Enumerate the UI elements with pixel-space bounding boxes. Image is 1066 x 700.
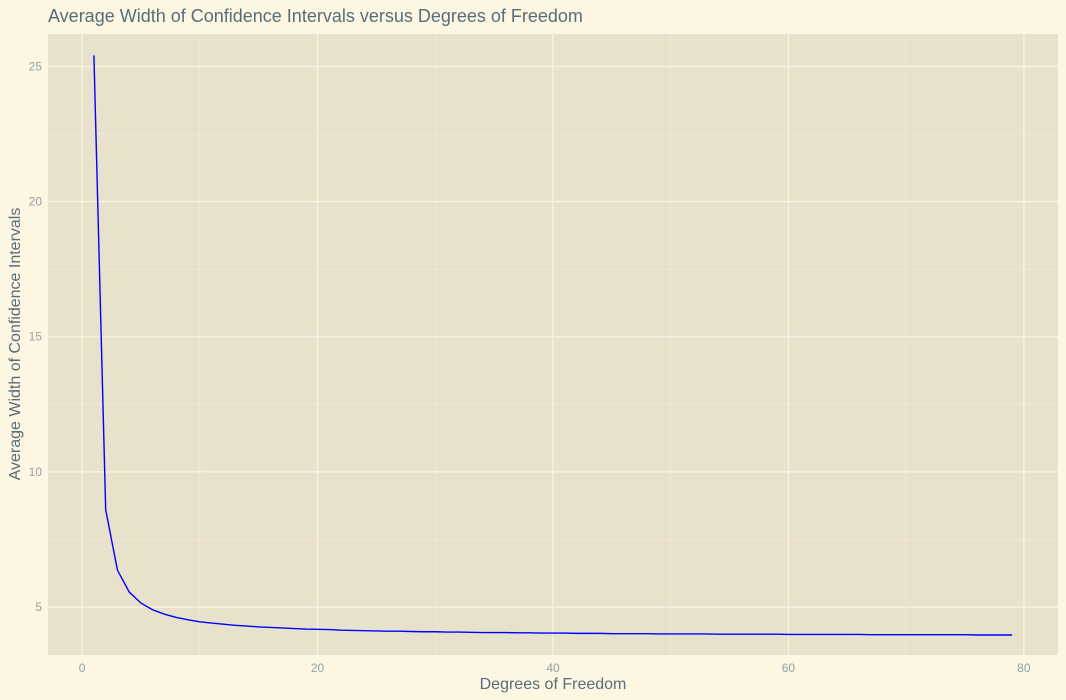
x-axis-title: Degrees of Freedom	[480, 676, 627, 693]
series-line	[93, 55, 1013, 636]
y-tick-label: 25	[29, 59, 43, 73]
x-tick-label: 40	[546, 661, 560, 675]
y-tick-label: 5	[35, 600, 42, 614]
x-axis-ticks: 0 20 40 60 80	[79, 661, 1031, 675]
y-tick-label: 10	[29, 465, 43, 479]
x-tick-label: 0	[79, 661, 86, 675]
major-gridlines	[48, 34, 1058, 655]
plot-area	[48, 34, 1058, 655]
x-tick-label: 60	[782, 661, 796, 675]
y-axis-ticks: 5 10 15 20 25	[29, 59, 43, 613]
x-tick-label: 80	[1017, 661, 1031, 675]
y-tick-label: 20	[29, 195, 43, 209]
chart-title: Average Width of Confidence Intervals ve…	[48, 6, 583, 26]
y-tick-label: 15	[29, 330, 43, 344]
x-tick-label: 20	[311, 661, 325, 675]
y-axis-title: Average Width of Confidence Intervals	[7, 208, 24, 481]
